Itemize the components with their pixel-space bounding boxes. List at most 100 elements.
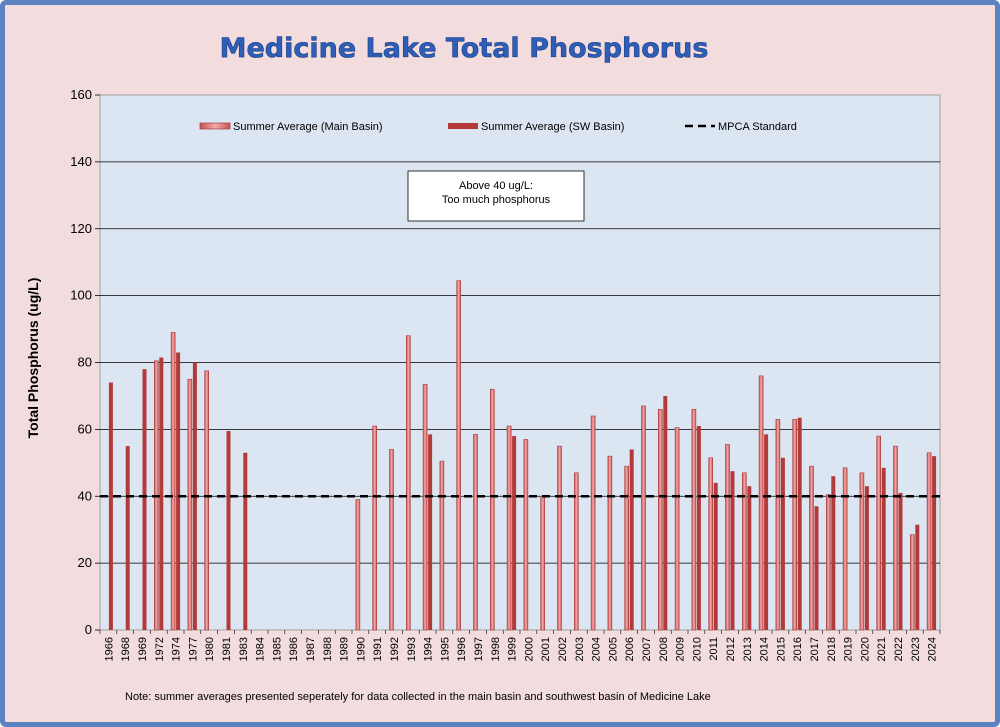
bar-sw-1968 [125,446,130,630]
bar-main-2001 [540,495,546,631]
bar-main-2008 [657,409,663,631]
y-tick-label-140: 140 [70,154,92,169]
y-tick-label-100: 100 [70,288,92,303]
bar-main-2009 [674,427,680,631]
x-tick-label-1992: 1992 [389,637,401,661]
bar-main-2023 [909,534,915,631]
bar-sw-1966 [108,382,113,630]
x-tick-label-1988: 1988 [322,637,334,661]
x-tick-label-2017: 2017 [809,637,821,661]
x-tick-label-2022: 2022 [893,637,905,661]
bar-sw-2014 [764,434,769,630]
x-tick-label-2013: 2013 [742,637,754,661]
x-tick-label-2003: 2003 [574,637,586,661]
bar-main-1998 [489,388,495,631]
x-tick-label-2006: 2006 [624,637,636,661]
y-axis-label: Total Phosphorus (ug/L) [25,278,41,439]
x-tick-label-1990: 1990 [355,637,367,661]
legend-swatch-main [199,122,231,130]
x-tick-label-2021: 2021 [876,637,888,661]
y-tick-label-60: 60 [78,421,92,436]
bar-main-2020 [859,472,865,631]
bar-main-1974 [170,332,176,631]
bar-main-1991 [372,425,378,631]
y-tick-label-0: 0 [85,622,92,637]
bar-main-2018 [825,494,831,631]
x-tick-label-1993: 1993 [406,637,418,661]
annotation-frame [407,170,585,222]
legend-label-standard: MPCA Standard [718,121,797,133]
x-tick-label-2014: 2014 [759,637,771,661]
bar-main-1995 [439,460,445,631]
x-tick-label-1981: 1981 [221,637,233,661]
x-tick-label-2005: 2005 [607,637,619,661]
bars [108,280,937,631]
annotation-line-2: Too much phosphorus [442,194,551,206]
x-tick-label-2007: 2007 [641,637,653,661]
x-tick-label-1984: 1984 [255,637,267,661]
bar-sw-2017 [814,506,819,630]
x-tick-label-1977: 1977 [187,637,199,661]
x-tick-label-1991: 1991 [372,637,384,661]
chart-note: Note: summer averages presented seperate… [125,691,711,703]
x-tick-label-1996: 1996 [456,637,468,661]
legend-label-sw: Summer Average (SW Basin) [481,121,624,133]
bar-sw-2008 [663,395,668,630]
bar-sw-1981 [226,431,231,630]
x-tick-label-2020: 2020 [859,637,871,661]
bar-sw-2013 [747,486,752,630]
y-tick-label-160: 160 [70,87,92,102]
bar-main-2019 [842,467,848,631]
bar-main-2015 [775,419,781,631]
bar-main-2022 [893,445,898,631]
x-tick-label-2011: 2011 [708,637,720,661]
annotation-box: Above 40 ug/L: Too much phosphorus [407,170,585,222]
bar-main-2011 [708,457,714,631]
bar-main-1990 [355,499,361,631]
x-tick-label-2024: 2024 [927,637,939,661]
x-tick-label-2010: 2010 [691,637,703,661]
bar-sw-1969 [142,369,147,630]
bar-sw-1974 [176,352,181,630]
y-axis-ticks: 0 20 40 60 80 100 120 140 160 [70,87,100,637]
x-tick-label-2009: 2009 [675,637,687,661]
x-tick-label-2008: 2008 [658,637,670,661]
x-tick-label-1974: 1974 [171,637,183,661]
bar-sw-2020 [864,486,869,630]
x-tick-label-2015: 2015 [775,637,787,661]
bar-main-1992 [389,449,394,631]
x-tick-label-2023: 2023 [910,637,922,661]
x-tick-label-1998: 1998 [490,637,502,661]
bar-main-2021 [876,435,882,631]
bar-main-2016 [792,419,798,631]
bar-sw-2011 [713,482,718,630]
bar-sw-2021 [881,467,886,630]
bar-sw-2015 [780,457,785,630]
x-tick-label-1987: 1987 [305,637,317,661]
x-axis-ticks: 1966 1968 1969 1972 1974 1977 1980 1981 1983 1984… [99,630,941,661]
bar-sw-2018 [831,476,836,630]
bar-sw-1972 [159,357,164,630]
bar-sw-1994 [428,434,433,630]
x-tick-label-1972: 1972 [154,637,166,661]
bar-sw-2006 [629,449,634,630]
bar-main-2006 [624,465,630,631]
x-tick-label-1968: 1968 [120,637,132,661]
x-tick-label-1980: 1980 [204,637,216,661]
x-tick-label-2019: 2019 [843,637,855,661]
x-tick-label-1966: 1966 [103,637,115,661]
legend-label-main: Summer Average (Main Basin) [233,121,383,133]
x-tick-label-1995: 1995 [439,637,451,661]
bar-sw-2016 [797,417,802,630]
bar-main-2007 [641,405,646,631]
bar-main-2002 [557,445,562,631]
bar-sw-1983 [243,452,248,630]
bar-main-2000 [523,439,529,631]
bar-main-1993 [405,335,411,631]
bar-main-2010 [691,409,697,631]
x-tick-label-2004: 2004 [591,637,603,661]
bar-main-2014 [758,375,764,631]
y-tick-label-80: 80 [78,355,92,370]
bar-main-2013 [741,472,747,631]
x-tick-label-1997: 1997 [473,637,485,661]
